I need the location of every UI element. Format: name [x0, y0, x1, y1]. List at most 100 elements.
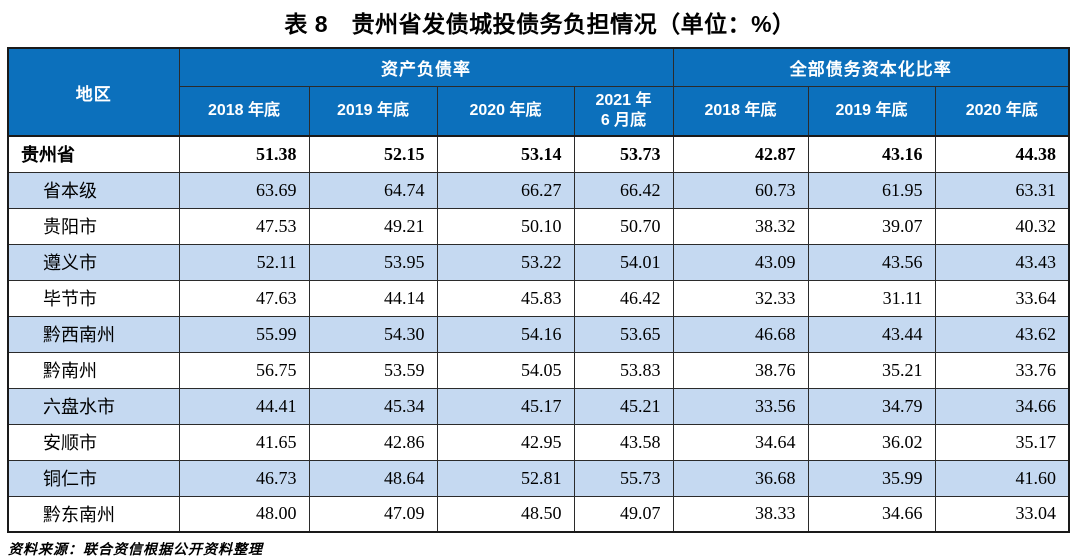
column-group-asset-liability-ratio: 资产负债率 — [178, 47, 674, 87]
value-cell: 60.73 — [672, 171, 809, 209]
value-cell: 43.56 — [807, 243, 936, 281]
region-cell: 贵州省 — [7, 135, 180, 173]
value-cell: 49.07 — [573, 495, 674, 533]
region-cell: 黔南州 — [7, 351, 180, 389]
table-header: 地区 资产负债率 全部债务资本化比率 2018 年底 2019 年底 2020 … — [7, 47, 1070, 137]
value-cell: 44.41 — [178, 387, 310, 425]
value-cell: 47.09 — [308, 495, 438, 533]
value-cell: 38.33 — [672, 495, 809, 533]
table-row: 遵义市 52.11 53.95 53.22 54.01 43.09 43.56 43.43 — [7, 243, 1070, 281]
value-cell: 49.21 — [308, 207, 438, 245]
value-cell: 38.76 — [672, 351, 809, 389]
table-row: 贵阳市 47.53 49.21 50.10 50.70 38.32 39.07 40.32 — [7, 207, 1070, 245]
value-cell: 43.44 — [807, 315, 936, 353]
value-cell: 63.69 — [178, 171, 310, 209]
value-cell: 47.63 — [178, 279, 310, 317]
value-cell: 46.73 — [178, 459, 310, 497]
value-cell: 52.81 — [436, 459, 575, 497]
value-cell: 63.31 — [934, 171, 1070, 209]
value-cell: 43.58 — [573, 423, 674, 461]
value-cell: 53.65 — [573, 315, 674, 353]
region-cell: 安顺市 — [7, 423, 180, 461]
value-cell: 42.86 — [308, 423, 438, 461]
table-row: 铜仁市 46.73 48.64 52.81 55.73 36.68 35.99 41.60 — [7, 459, 1070, 497]
value-cell: 41.65 — [178, 423, 310, 461]
value-cell: 41.60 — [934, 459, 1070, 497]
value-cell: 45.21 — [573, 387, 674, 425]
value-cell: 54.01 — [573, 243, 674, 281]
table-body: 贵州省 51.38 52.15 53.14 53.73 42.87 43.16 44.38 省本… — [7, 135, 1070, 533]
value-cell: 33.76 — [934, 351, 1070, 389]
value-cell: 53.95 — [308, 243, 438, 281]
value-cell: 45.17 — [436, 387, 575, 425]
value-cell: 54.30 — [308, 315, 438, 353]
value-cell: 61.95 — [807, 171, 936, 209]
column-header-2019-end-a: 2019 年底 — [308, 85, 438, 137]
value-cell: 53.59 — [308, 351, 438, 389]
value-cell: 48.50 — [436, 495, 575, 533]
region-cell: 黔西南州 — [7, 315, 180, 353]
table-row: 六盘水市 44.41 45.34 45.17 45.21 33.56 34.79 34.66 — [7, 387, 1070, 425]
value-cell: 40.32 — [934, 207, 1070, 245]
value-cell: 33.56 — [672, 387, 809, 425]
value-cell: 44.14 — [308, 279, 438, 317]
value-cell: 42.87 — [672, 135, 809, 173]
value-cell: 39.07 — [807, 207, 936, 245]
table-row: 省本级 63.69 64.74 66.27 66.42 60.73 61.95 63.31 — [7, 171, 1070, 209]
header-sub-row: 2018 年底 2019 年底 2020 年底 2021 年 6 月底 2018… — [8, 85, 1070, 137]
value-cell: 53.73 — [573, 135, 674, 173]
value-cell: 36.02 — [807, 423, 936, 461]
value-cell: 43.43 — [934, 243, 1070, 281]
value-cell: 66.42 — [573, 171, 674, 209]
value-cell: 47.53 — [178, 207, 310, 245]
value-cell: 64.74 — [308, 171, 438, 209]
table-row: 黔西南州 55.99 54.30 54.16 53.65 46.68 43.44 43.62 — [7, 315, 1070, 353]
value-cell: 43.09 — [672, 243, 809, 281]
region-cell: 毕节市 — [7, 279, 180, 317]
region-cell: 贵阳市 — [7, 207, 180, 245]
table-title: 表 8 贵州省发债城投债务负担情况（单位：%） — [284, 11, 796, 37]
value-cell: 48.00 — [178, 495, 310, 533]
table-row: 贵州省 51.38 52.15 53.14 53.73 42.87 43.16 44.38 — [7, 135, 1070, 173]
region-cell: 省本级 — [7, 171, 180, 209]
value-cell: 53.22 — [436, 243, 575, 281]
value-cell: 54.16 — [436, 315, 575, 353]
column-header-2019-end-b: 2019 年底 — [807, 85, 936, 137]
column-header-2020-end-b: 2020 年底 — [934, 85, 1070, 137]
value-cell: 38.32 — [672, 207, 809, 245]
value-cell: 44.38 — [934, 135, 1070, 173]
value-cell: 66.27 — [436, 171, 575, 209]
column-group-total-debt-capitalization-ratio: 全部债务资本化比率 — [672, 47, 1070, 87]
table-row: 黔南州 56.75 53.59 54.05 53.83 38.76 35.21 33.76 — [7, 351, 1070, 389]
table-row: 毕节市 47.63 44.14 45.83 46.42 32.33 31.11 33.64 — [7, 279, 1070, 317]
source-note: 资料来源：联合资信根据公开资料整理 — [8, 543, 263, 558]
region-cell: 黔东南州 — [7, 495, 180, 533]
value-cell: 56.75 — [178, 351, 310, 389]
value-cell: 35.21 — [807, 351, 936, 389]
region-cell: 铜仁市 — [7, 459, 180, 497]
value-cell: 36.68 — [672, 459, 809, 497]
region-cell: 遵义市 — [7, 243, 180, 281]
debt-burden-table: 地区 资产负债率 全部债务资本化比率 2018 年底 2019 年底 2020 … — [7, 47, 1070, 533]
value-cell: 43.62 — [934, 315, 1070, 353]
value-cell: 55.99 — [178, 315, 310, 353]
column-header-2021-june-end: 2021 年 6 月底 — [573, 85, 674, 137]
column-header-2018-end-b: 2018 年底 — [672, 85, 809, 137]
value-cell: 33.64 — [934, 279, 1070, 317]
value-cell: 35.17 — [934, 423, 1070, 461]
value-cell: 48.64 — [308, 459, 438, 497]
value-cell: 55.73 — [573, 459, 674, 497]
header-group-row: 地区 资产负债率 全部债务资本化比率 — [7, 47, 1070, 137]
column-header-region: 地区 — [7, 47, 180, 137]
value-cell: 32.33 — [672, 279, 809, 317]
value-cell: 34.66 — [807, 495, 936, 533]
value-cell: 31.11 — [807, 279, 936, 317]
value-cell: 34.66 — [934, 387, 1070, 425]
value-cell: 53.14 — [436, 135, 575, 173]
value-cell: 46.42 — [573, 279, 674, 317]
value-cell: 42.95 — [436, 423, 575, 461]
table-row: 黔东南州 48.00 47.09 48.50 49.07 38.33 34.66 33.04 — [7, 495, 1070, 533]
value-cell: 34.79 — [807, 387, 936, 425]
value-cell: 52.15 — [308, 135, 438, 173]
